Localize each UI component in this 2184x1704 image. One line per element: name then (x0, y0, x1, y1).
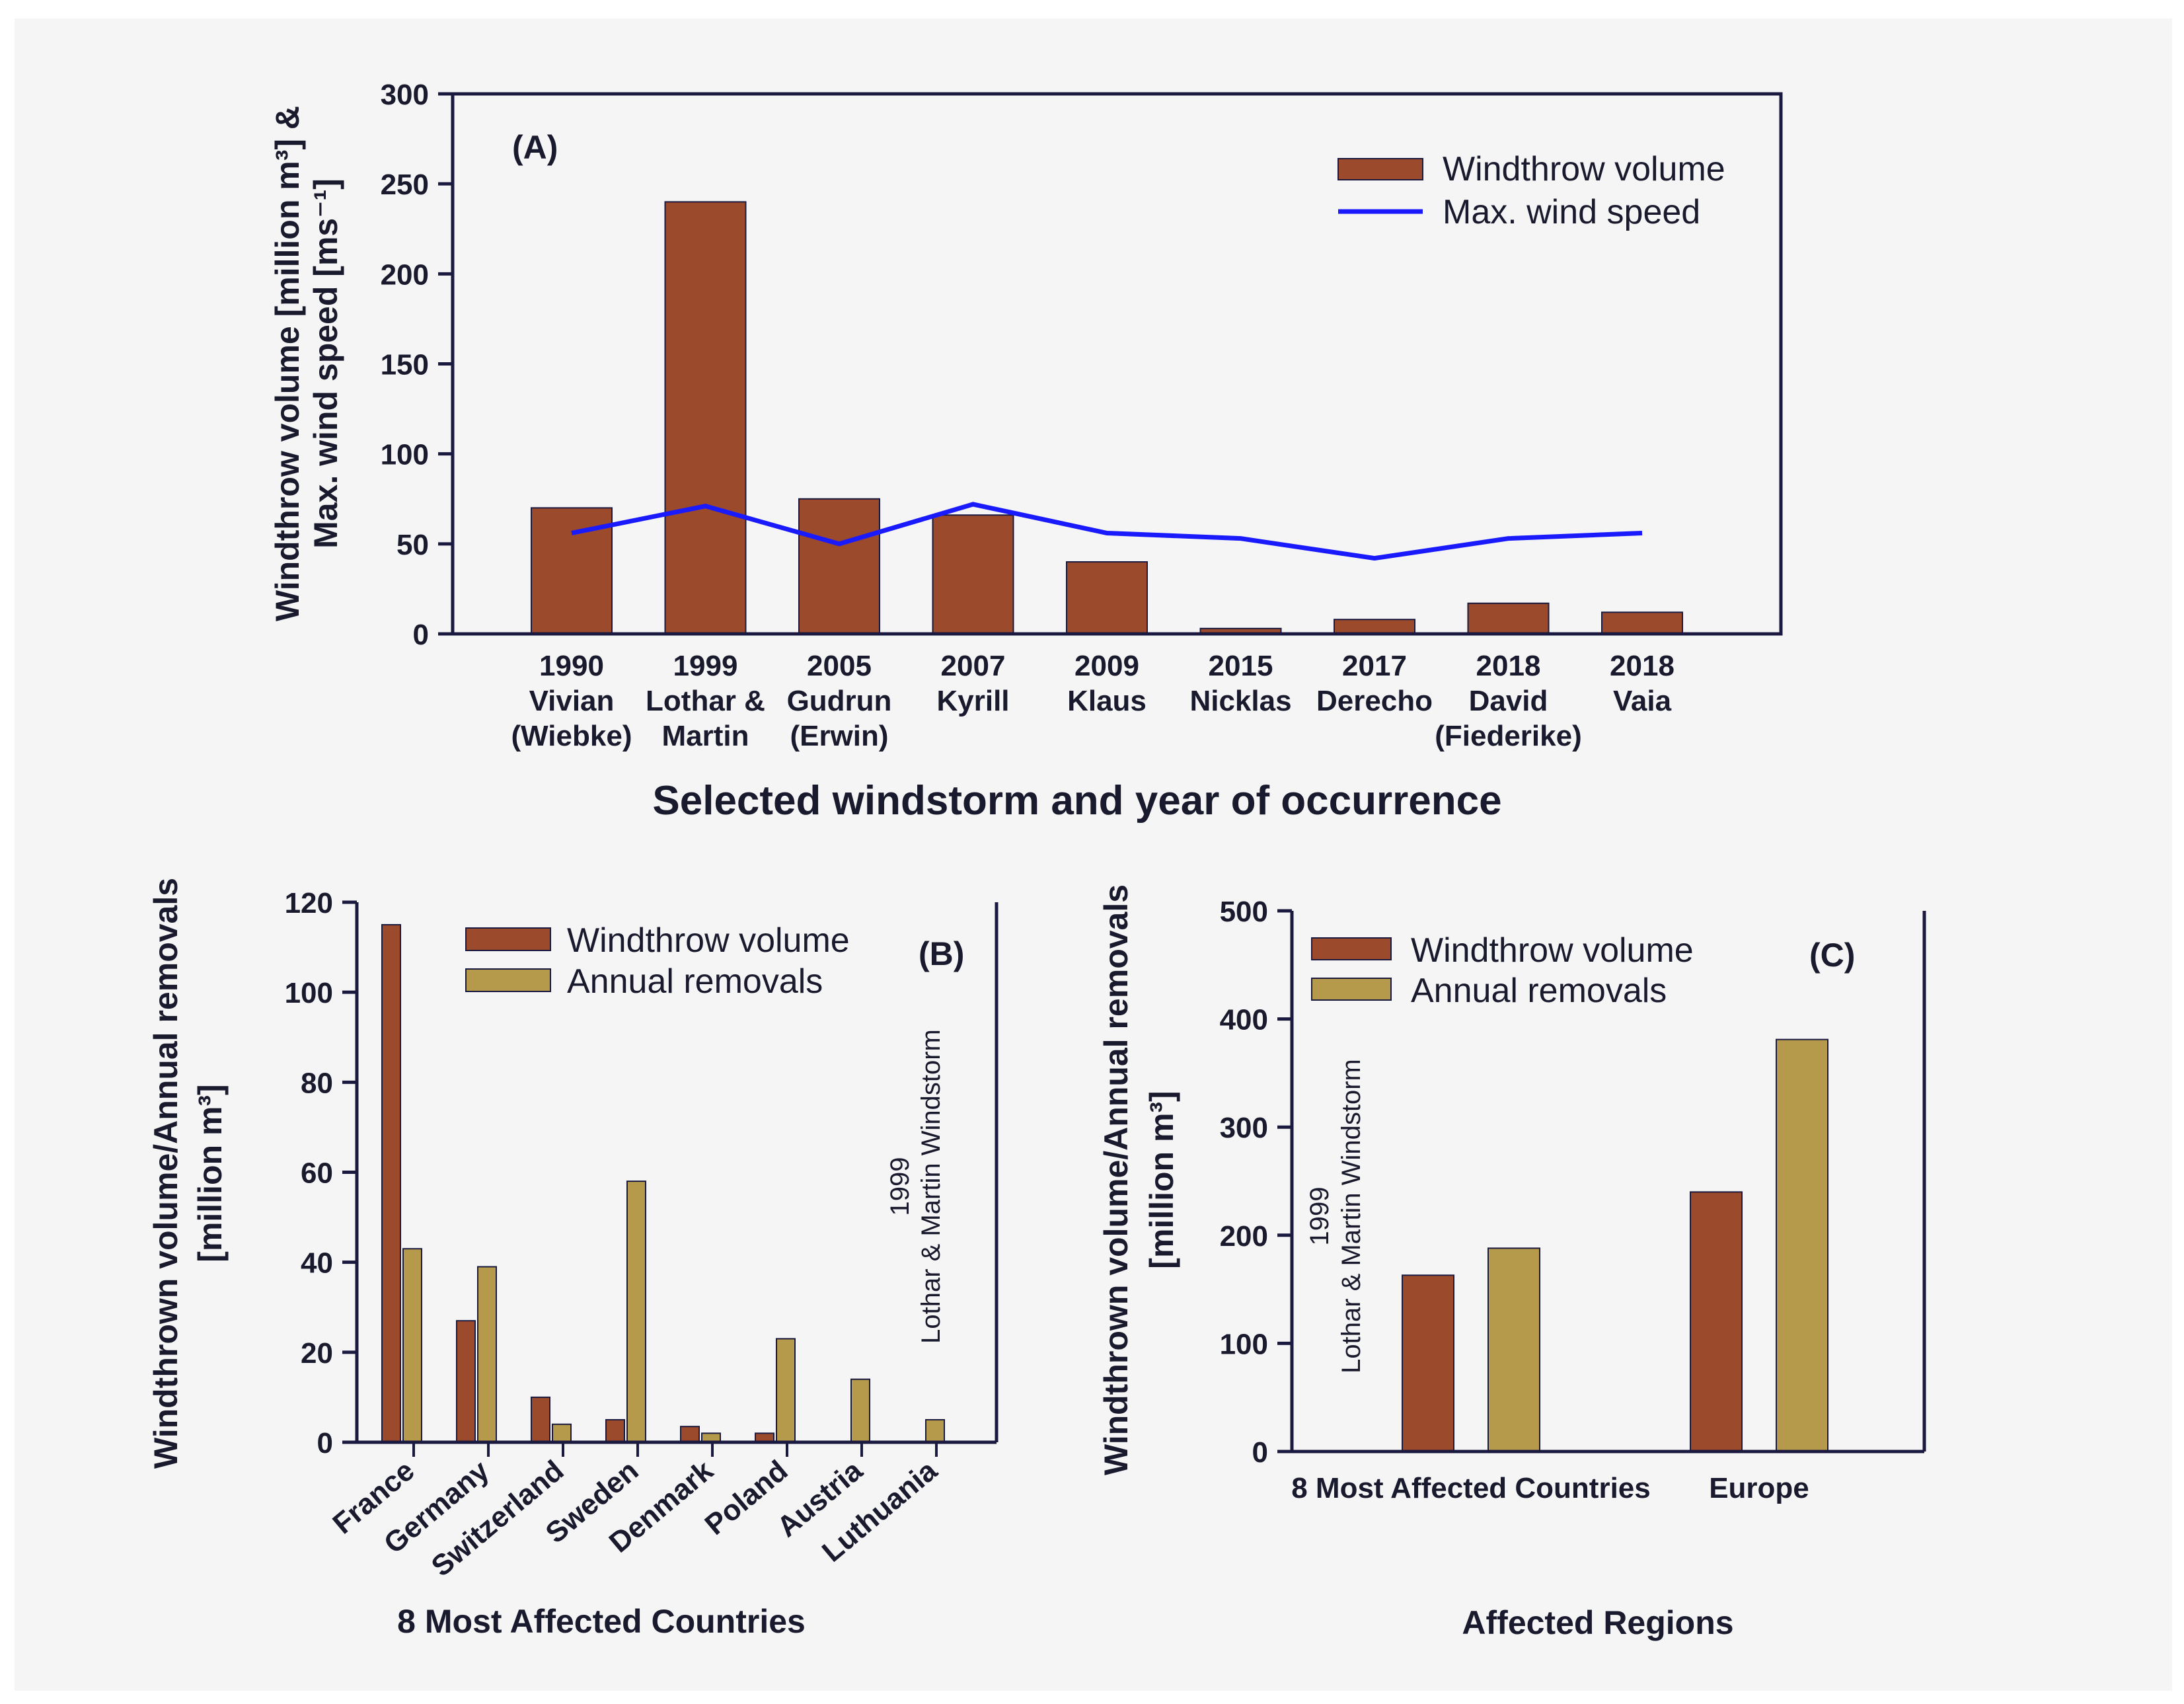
y-tick-label: 50 (396, 529, 429, 561)
y-tick-label: 100 (381, 439, 429, 471)
x-category-label: David (1469, 685, 1548, 717)
x-category-label: Vaia (1613, 685, 1672, 717)
panel-b-ylabel-line2: [million m³] (192, 1084, 229, 1262)
y-tick-label: 120 (285, 887, 333, 919)
y-tick-label: 20 (301, 1337, 333, 1370)
panel-c-ylabel-line1: Windthrown volume/Annual removals (1098, 884, 1135, 1475)
y-tick-label: 100 (1220, 1328, 1268, 1360)
windthrow-bar (1066, 561, 1148, 635)
windthrow-bar (1690, 1191, 1743, 1452)
max-wind-speed-line (571, 502, 1643, 561)
y-tick-label: 40 (301, 1247, 333, 1280)
legend-a-windthrow-swatch (1337, 158, 1423, 180)
y-tick-label: 500 (1220, 896, 1268, 928)
panel-c-label: (C) (1809, 937, 1855, 974)
annual-removals-bar (1776, 1038, 1828, 1452)
panel-a-xlabel: Selected windstorm and year of occurrenc… (652, 778, 1501, 824)
panel-c-note-year: 1999 (1305, 1187, 1334, 1246)
windthrow-bar (664, 201, 747, 635)
y-tick-label: 400 (1220, 1004, 1268, 1036)
x-category-label: Kyrill (936, 685, 1009, 717)
panel-b-label: (B) (919, 935, 964, 972)
x-category-label: Lothar & (646, 685, 765, 717)
x-category-label: 8 Most Affected Countries (1291, 1472, 1651, 1504)
y-tick-label: 300 (381, 79, 429, 111)
panel-b-xlabel: 8 Most Affected Countries (397, 1603, 806, 1640)
x-category-label: Gudrun (787, 685, 892, 717)
x-category-label: 2005 (807, 650, 872, 682)
x-category-label: Derecho (1316, 685, 1433, 717)
panel-a-ylabel-line1: Windthrow volume [million m³] & (269, 106, 306, 621)
x-category-label: Vivian (529, 685, 615, 717)
windthrow-bar (1334, 619, 1415, 635)
annual-removals-bar (776, 1338, 796, 1443)
windthrow-bar (932, 514, 1014, 635)
annual-removals-bar (850, 1378, 870, 1444)
panel-b-note-year: 1999 (885, 1157, 915, 1216)
x-category-label: (Wiebke) (511, 720, 632, 752)
windthrow-bar (456, 1320, 476, 1444)
y-tick-label: 200 (381, 258, 429, 291)
y-tick-label: 300 (1220, 1112, 1268, 1144)
x-category-label: Klaus (1067, 685, 1147, 717)
y-tick-label: 0 (317, 1427, 333, 1459)
panel-a-label: (A) (512, 129, 558, 166)
panel-c-chart: 0 100 200 300 400 500 8 Most Affected Countri… (1098, 884, 1926, 1641)
y-tick-label: 0 (413, 619, 429, 651)
x-category-label: 2009 (1074, 650, 1139, 682)
x-category-label: 2017 (1342, 650, 1407, 682)
x-category-label: 1999 (673, 650, 738, 682)
annual-removals-bar (477, 1266, 497, 1443)
x-category-label: 1990 (539, 650, 604, 682)
annual-removals-bar (925, 1418, 945, 1443)
windthrow-bar (605, 1418, 625, 1443)
panel-c-note-storm: Lothar & Martin Windstorm (1337, 1059, 1366, 1374)
legend-b-removals-label: Annual removals (567, 962, 823, 1001)
x-category-label: 2015 (1209, 650, 1273, 682)
y-tick-label: 100 (285, 977, 333, 1009)
legend-b-removals-swatch (465, 968, 551, 992)
legend-a-wind-label: Max. wind speed (1443, 193, 1700, 231)
y-tick-label: 60 (301, 1157, 333, 1190)
panel-c-ylabel-line2: [million m³] (1143, 1091, 1180, 1268)
panel-a-ylabel-line2: Max. wind speed [ms⁻¹] (307, 178, 344, 549)
legend-c-windthrow-label: Windthrow volume (1411, 931, 1694, 970)
panel-c-xlabel: Affected Regions (1462, 1604, 1733, 1641)
legend-c-removals-label: Annual removals (1411, 972, 1667, 1010)
annual-removals-bar (402, 1248, 422, 1444)
windthrow-bar (381, 924, 401, 1443)
annual-removals-bar (552, 1423, 572, 1443)
x-category-label: Europe (1709, 1472, 1809, 1504)
x-category-label: (Fiederike) (1435, 720, 1582, 752)
windthrow-bar (798, 498, 880, 635)
y-tick-label: 250 (381, 169, 429, 201)
panel-b-ylabel-line1: Windthrown volume/Annual removals (147, 878, 184, 1469)
y-tick-label: 0 (1252, 1436, 1268, 1469)
legend-b-windthrow-swatch (465, 927, 551, 951)
annual-removals-bar (626, 1181, 646, 1444)
y-tick-label: 80 (301, 1067, 333, 1099)
x-category-label: Nicklas (1189, 685, 1291, 717)
legend-c-windthrow-swatch (1311, 937, 1392, 960)
legend-b-windthrow-label: Windthrow volume (567, 921, 850, 960)
windthrow-bar (1467, 602, 1550, 635)
x-category-label: 2007 (941, 650, 1006, 682)
y-tick-label: 150 (381, 349, 429, 381)
windthrow-bar (1402, 1274, 1454, 1453)
x-category-label: (Erwin) (790, 720, 888, 752)
legend-a-windthrow-label: Windthrow volume (1443, 150, 1725, 188)
windthrow-bar (531, 1396, 550, 1444)
x-category-label: Martin (662, 720, 749, 752)
windthrow-bar (680, 1426, 700, 1444)
y-tick-label: 200 (1220, 1220, 1268, 1253)
x-category-label: 2018 (1610, 650, 1675, 682)
panel-b-note-storm: Lothar & Martin Windstorm (917, 1029, 946, 1344)
annual-removals-bar (1487, 1247, 1540, 1452)
legend-c-removals-swatch (1311, 978, 1392, 1001)
windthrow-bar (1601, 611, 1683, 635)
x-category-label: 2018 (1476, 650, 1541, 682)
